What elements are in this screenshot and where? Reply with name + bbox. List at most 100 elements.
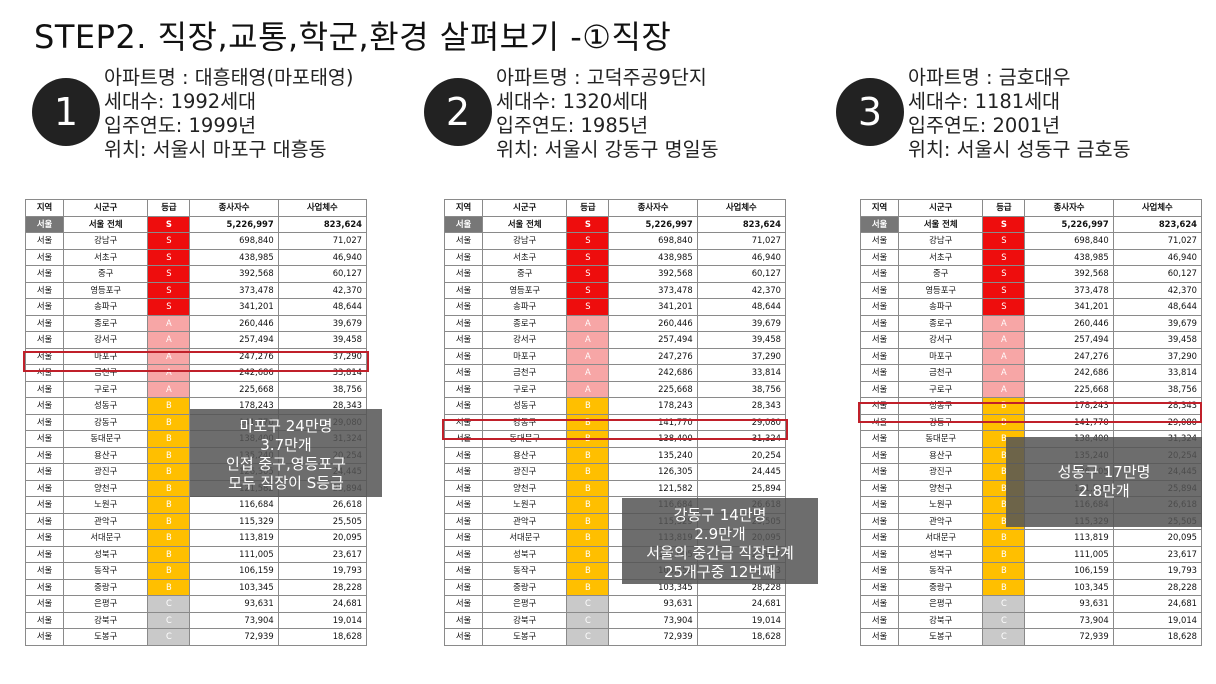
grade-cell: S [567,216,609,233]
region-cell: 서울 [445,530,483,547]
district-cell: 관악구 [483,513,567,530]
grade-cell: B [148,513,190,530]
employees-cell: 438,985 [190,249,278,266]
grade-cell: A [567,365,609,382]
table-row: 서울 영등포구 S 373,478 42,370 [861,282,1202,299]
employees-cell: 257,494 [609,332,697,349]
district-cell: 용산구 [64,447,148,464]
region-cell: 서울 [26,546,64,563]
district-cell: 종로구 [899,315,983,332]
table-row: 서울 강북구 C 73,904 19,014 [861,612,1202,629]
employees-cell: 103,345 [1025,579,1113,596]
region-cell: 서울 [445,480,483,497]
region-cell: 서울 [445,398,483,415]
column-header: 등급 [567,200,609,217]
grade-cell: S [983,282,1025,299]
businesses-cell: 60,127 [278,266,366,283]
region-cell: 서울 [26,579,64,596]
employees-cell: 5,226,997 [609,216,697,233]
region-cell: 서울 [861,480,899,497]
region-cell: 서울 [861,563,899,580]
businesses-cell: 18,628 [278,629,366,646]
grade-cell: B [148,480,190,497]
region-cell: 서울 [445,464,483,481]
region-cell: 서울 [26,596,64,613]
apartment-location: 위치: 서울시 강동구 명일동 [496,138,719,162]
region-cell: 서울 [26,629,64,646]
grade-cell: B [148,579,190,596]
grade-cell: B [567,513,609,530]
employees-cell: 73,904 [1025,612,1113,629]
table-header-row: 지역 시군구 등급 종사자수 사업체수 [26,200,367,217]
table-row: 서울 서초구 S 438,985 46,940 [26,249,367,266]
businesses-cell: 19,793 [1113,563,1201,580]
employees-cell: 373,478 [609,282,697,299]
table-row: 서울 은평구 C 93,631 24,681 [861,596,1202,613]
table-row: 서울 마포구 A 247,276 37,290 [445,348,786,365]
district-cell: 서초구 [64,249,148,266]
district-cell: 동대문구 [899,431,983,448]
grade-cell: B [983,546,1025,563]
businesses-cell: 71,027 [278,233,366,250]
table-row: 서울 은평구 C 93,631 24,681 [26,596,367,613]
district-cell: 노원구 [64,497,148,514]
table-row: 서울 강남구 S 698,840 71,027 [861,233,1202,250]
district-cell: 관악구 [899,513,983,530]
column-header: 종사자수 [1025,200,1113,217]
grade-cell: B [567,497,609,514]
grade-cell: B [567,447,609,464]
table-row: 서울 성동구 B 178,243 28,343 [445,398,786,415]
businesses-cell: 20,095 [1113,530,1201,547]
district-cell: 송파구 [899,299,983,316]
employees-cell: 698,840 [1025,233,1113,250]
employees-cell: 225,668 [190,381,278,398]
businesses-cell: 28,228 [1113,579,1201,596]
district-cell: 강동구 [64,414,148,431]
note-text: 강동구 14만명 2.9만개 서울의 중간급 직장단계 25개구중 12번째 [622,506,818,582]
grade-cell: S [148,233,190,250]
region-cell: 서울 [861,315,899,332]
grade-cell: B [983,530,1025,547]
region-cell: 서울 [445,546,483,563]
employees-cell: 260,446 [609,315,697,332]
region-cell: 서울 [26,530,64,547]
table-row: 서울 영등포구 S 373,478 42,370 [26,282,367,299]
district-cell: 구로구 [64,381,148,398]
district-cell: 동작구 [483,563,567,580]
businesses-cell: 18,628 [1113,629,1201,646]
employees-cell: 341,201 [190,299,278,316]
table-row: 서울 구로구 A 225,668 38,756 [861,381,1202,398]
grade-cell: A [983,365,1025,382]
region-cell: 서울 [861,266,899,283]
region-cell: 서울 [861,497,899,514]
grade-cell: S [148,266,190,283]
grade-cell: B [983,563,1025,580]
businesses-cell: 28,228 [278,579,366,596]
district-cell: 도봉구 [483,629,567,646]
district-cell: 구로구 [899,381,983,398]
grade-cell: B [567,464,609,481]
employees-cell: 257,494 [190,332,278,349]
table-header-row: 지역 시군구 등급 종사자수 사업체수 [445,200,786,217]
region-cell: 서울 [861,464,899,481]
region-cell: 서울 [26,497,64,514]
grade-cell: C [148,629,190,646]
district-cell: 송파구 [483,299,567,316]
district-cell: 종로구 [64,315,148,332]
grade-cell: A [567,348,609,365]
table-row: 서울 금천구 A 242,686 33,814 [445,365,786,382]
district-cell: 중구 [64,266,148,283]
grade-cell: S [148,216,190,233]
region-cell: 서울 [445,629,483,646]
grade-cell: B [148,546,190,563]
region-cell: 서울 [26,447,64,464]
grade-cell: B [148,447,190,464]
page-title: STEP2. 직장,교통,학군,환경 살펴보기 -①직장 [34,12,671,58]
apartment-name: 아파트명 : 고덕주공9단지 [496,66,719,90]
table-row: 서울 은평구 C 93,631 24,681 [445,596,786,613]
district-cell: 성동구 [483,398,567,415]
table-row: 서울노원구B116,68426,618 [26,497,367,514]
region-cell: 서울 [26,414,64,431]
apartment-name: 아파트명 : 금호대우 [908,66,1131,90]
